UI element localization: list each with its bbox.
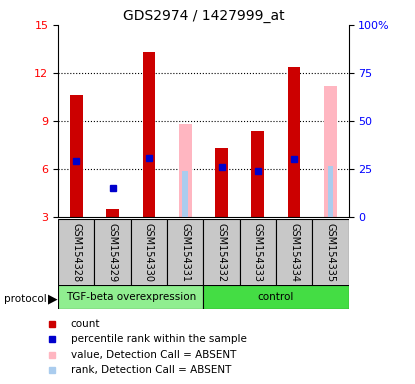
Bar — [106, 209, 119, 217]
Text: count: count — [71, 319, 100, 329]
Bar — [179, 124, 192, 217]
Text: GSM154330: GSM154330 — [144, 223, 154, 282]
Bar — [288, 66, 300, 217]
Bar — [324, 86, 337, 217]
Text: GSM154333: GSM154333 — [253, 223, 263, 282]
Bar — [312, 219, 349, 286]
Bar — [182, 170, 188, 217]
Bar — [58, 219, 95, 286]
Bar — [58, 285, 203, 309]
Text: GSM154332: GSM154332 — [217, 223, 227, 282]
Bar — [203, 219, 240, 286]
Bar — [327, 166, 333, 217]
Bar — [215, 148, 228, 217]
Text: protocol: protocol — [4, 294, 47, 304]
Bar — [142, 52, 155, 217]
Text: control: control — [258, 292, 294, 302]
Text: GSM154328: GSM154328 — [71, 223, 81, 282]
Title: GDS2974 / 1427999_at: GDS2974 / 1427999_at — [122, 8, 284, 23]
Text: GSM154335: GSM154335 — [325, 223, 335, 282]
Bar — [240, 219, 276, 286]
Bar — [251, 131, 264, 217]
Bar — [70, 95, 83, 217]
Bar — [131, 219, 167, 286]
Text: rank, Detection Call = ABSENT: rank, Detection Call = ABSENT — [71, 365, 231, 375]
Text: GSM154329: GSM154329 — [107, 223, 117, 282]
Text: TGF-beta overexpression: TGF-beta overexpression — [66, 292, 196, 302]
Text: GSM154334: GSM154334 — [289, 223, 299, 282]
Text: value, Detection Call = ABSENT: value, Detection Call = ABSENT — [71, 350, 236, 360]
Bar — [203, 285, 349, 309]
Bar — [95, 219, 131, 286]
Bar — [276, 219, 312, 286]
Bar — [167, 219, 203, 286]
Text: ▶: ▶ — [48, 292, 57, 305]
Text: GSM154331: GSM154331 — [180, 223, 190, 282]
Text: percentile rank within the sample: percentile rank within the sample — [71, 334, 247, 344]
